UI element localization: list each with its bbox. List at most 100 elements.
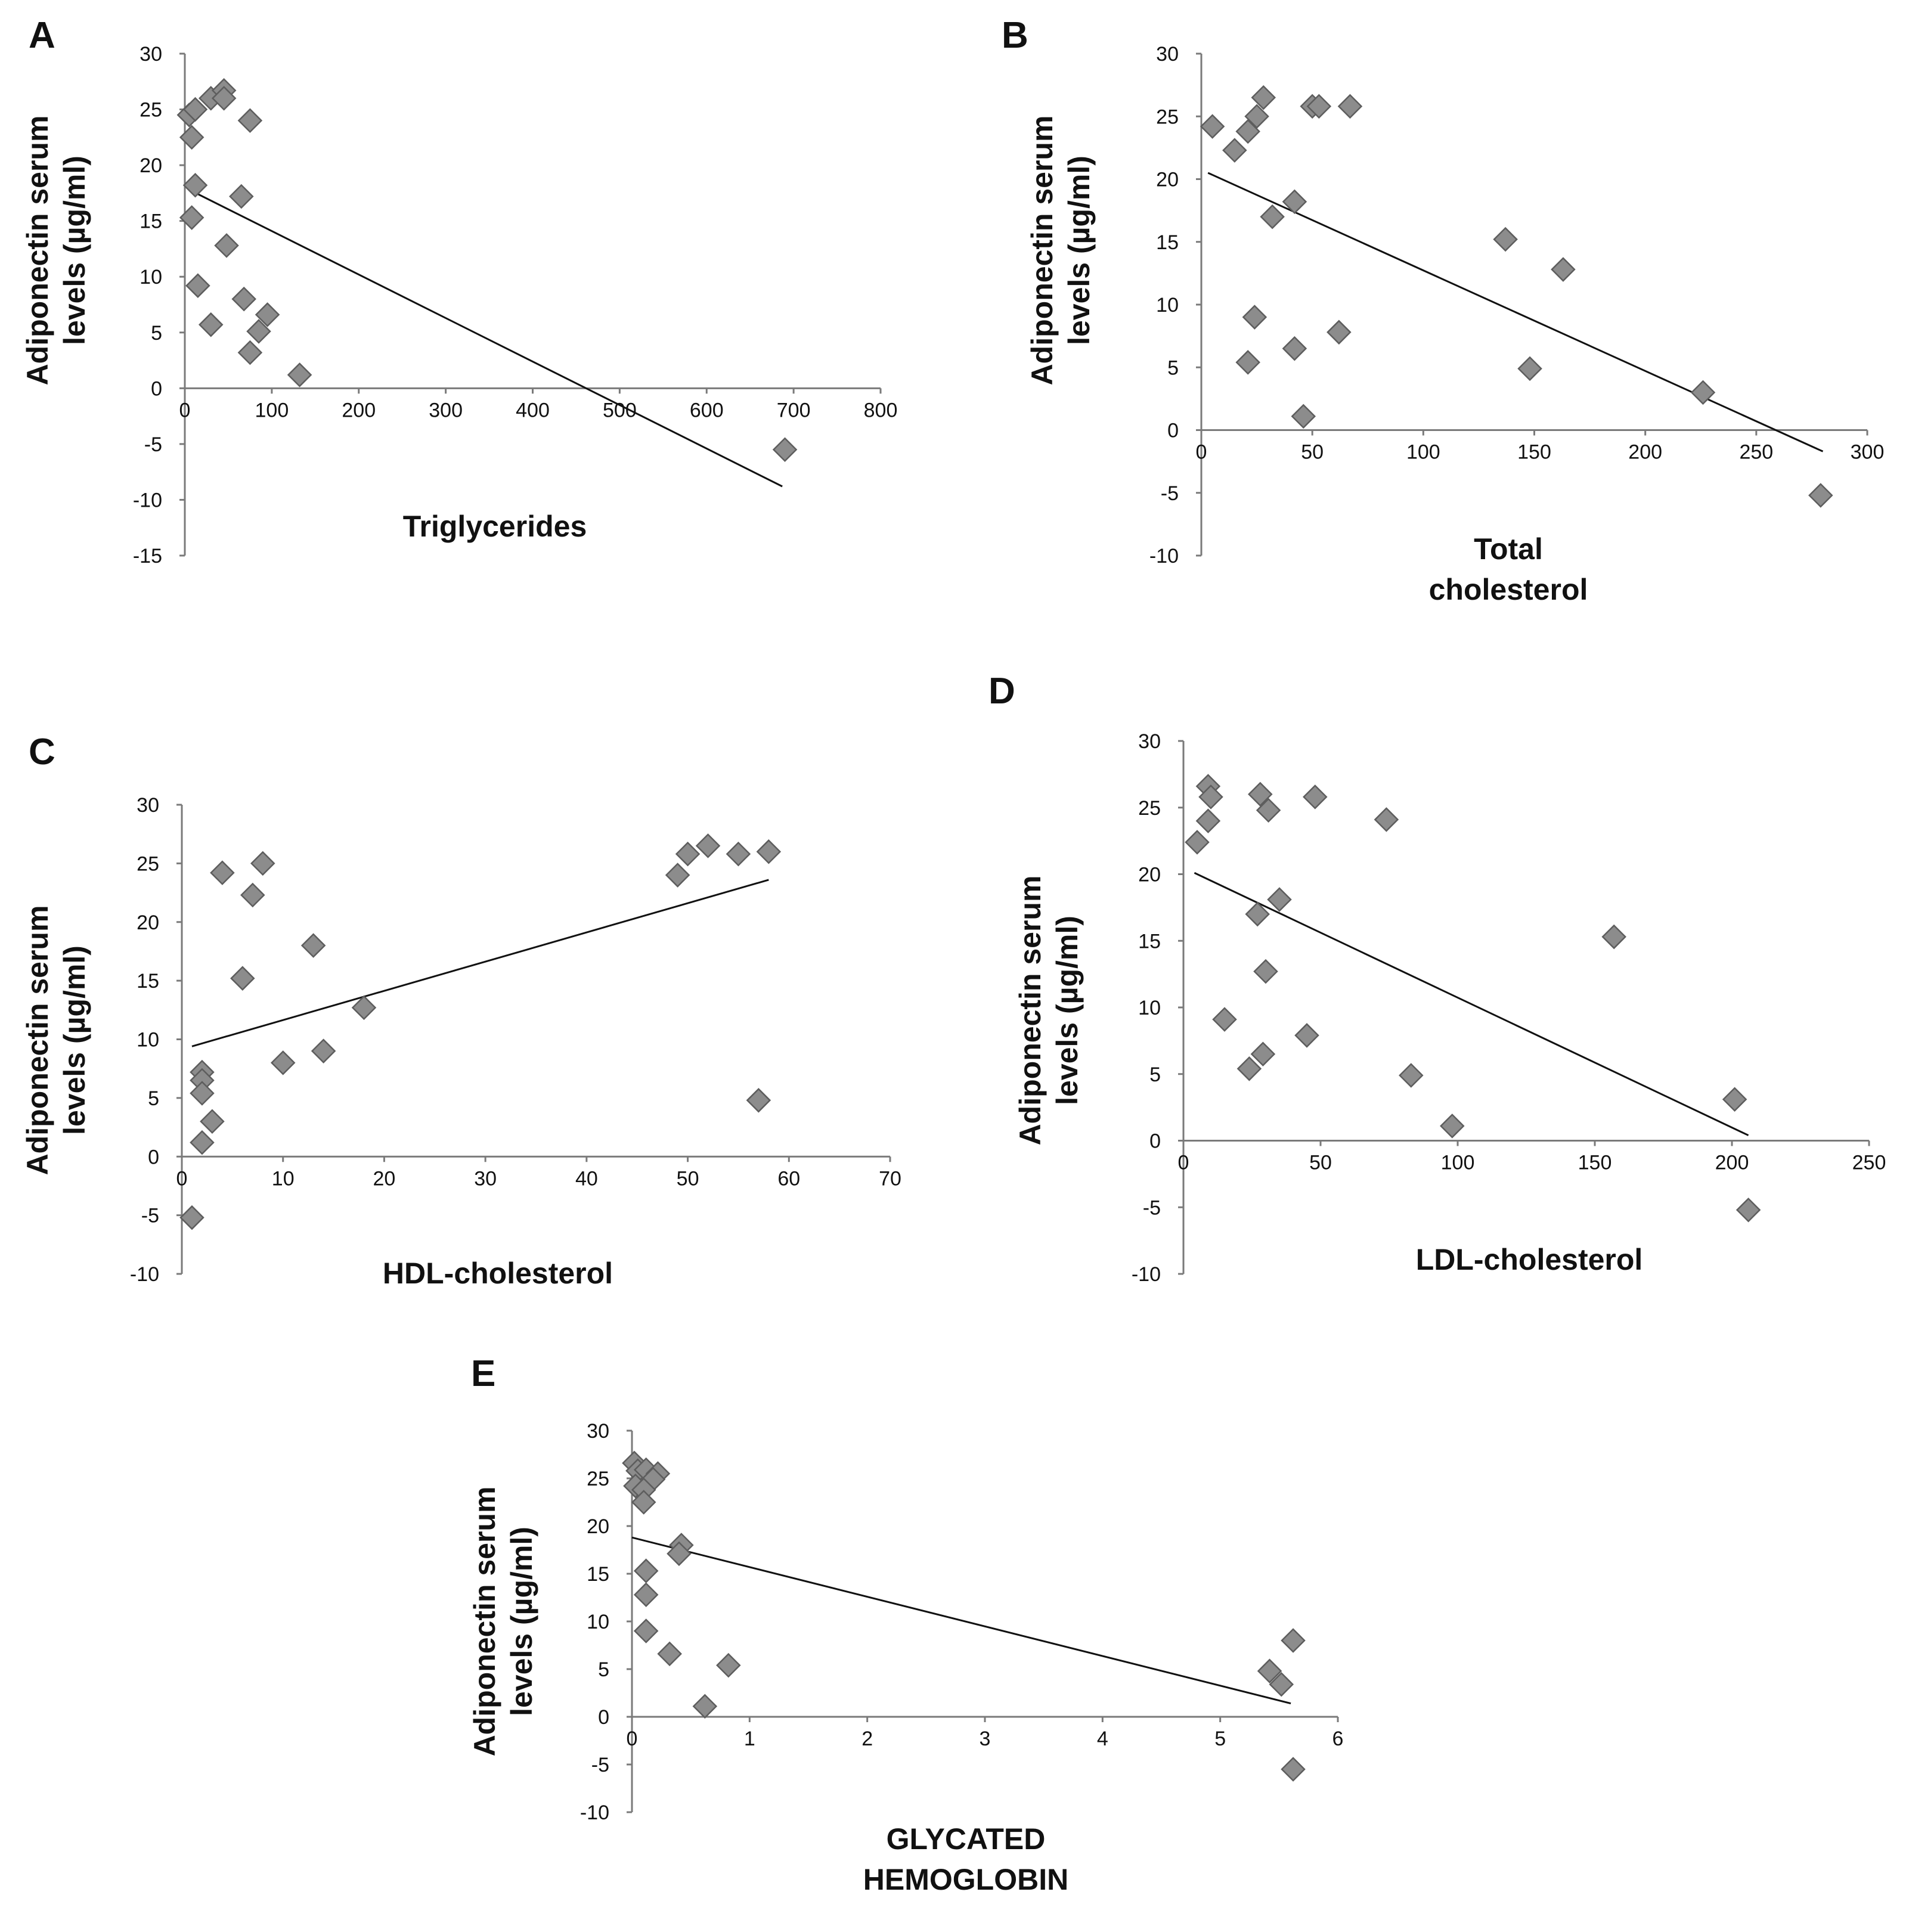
x-tick-label: 6: [1332, 1728, 1344, 1750]
x-axis-title: LDL-cholesterol: [1416, 1243, 1643, 1276]
data-point: [1245, 901, 1270, 927]
data-point: [287, 362, 312, 387]
y-tick-label: -5: [591, 1754, 609, 1776]
y-axis-title-line: levels (µg/ml): [505, 1527, 538, 1716]
y-tick-label: 5: [1149, 1063, 1161, 1086]
data-point: [1251, 85, 1276, 110]
data-point: [1808, 483, 1833, 508]
data-point: [1253, 959, 1278, 984]
data-point: [1244, 104, 1269, 129]
data-point: [1236, 1056, 1262, 1081]
data-point: [190, 1130, 215, 1155]
x-axis-title-line: cholesterol: [1429, 573, 1588, 606]
y-tick-label: 0: [1149, 1130, 1161, 1153]
data-point: [1601, 924, 1626, 950]
data-point: [675, 841, 701, 867]
panel-c-scatter-hdl-cholesterol: C -10 -5 0 5 10 15 20 25 30 0 10 20 30 40 50 60 70 Adipone…: [21, 731, 901, 1290]
y-tick-label: 5: [148, 1087, 159, 1110]
x-axis-title: HDL-cholesterol: [383, 1257, 613, 1290]
y-tick-label: 15: [587, 1563, 609, 1586]
x-axis-title-line: LDL-cholesterol: [1416, 1243, 1643, 1276]
y-tick-label: 5: [598, 1658, 609, 1681]
y-tick-label: -5: [141, 1205, 159, 1227]
panel-label: A: [29, 15, 55, 56]
data-point: [179, 125, 204, 150]
data-point: [1248, 782, 1273, 807]
data-point: [1281, 1628, 1306, 1653]
y-tick-label: 10: [1138, 997, 1161, 1019]
data-point: [1282, 336, 1307, 361]
x-tick-label: 100: [255, 399, 289, 421]
x-axis-title: Total cholesterol: [1429, 532, 1588, 606]
data-point: [311, 1038, 336, 1063]
y-tick-label: -10: [130, 1263, 159, 1286]
data-point: [229, 184, 254, 209]
data-point: [1242, 305, 1267, 330]
y-axis-title: Adiponectin serum levels (µg/ml): [1025, 116, 1096, 386]
y-axis-title: Adiponectin serum levels (µg/ml): [21, 116, 91, 386]
y-tick-label: -5: [1161, 482, 1179, 505]
data-point: [1374, 807, 1399, 832]
data-point: [250, 851, 275, 876]
y-axis-title-line: Adiponectin serum: [1025, 116, 1059, 386]
data-point: [198, 312, 224, 337]
y-tick-label: 0: [1167, 420, 1179, 442]
y-axis-title-line: Adiponectin serum: [1014, 876, 1047, 1146]
panel-e-scatter-glycated-hemoglobin: E -10 -5 0 5 10 15 20 25 30 0 1 2 3 4 5 6 Adiponectin ser…: [468, 1353, 1343, 1896]
data-point: [1294, 1023, 1319, 1048]
data-point: [255, 302, 280, 327]
x-tick-label: 50: [1309, 1152, 1332, 1174]
data-point: [1195, 808, 1221, 833]
x-tick-label: 70: [879, 1167, 901, 1190]
data-point: [179, 205, 204, 230]
data-point: [240, 882, 265, 908]
x-tick-label: 0: [1196, 441, 1207, 464]
y-axis-title-line: levels (µg/ml): [1062, 156, 1096, 345]
y-tick-label: 15: [140, 210, 162, 233]
data-point: [726, 841, 751, 867]
data-point: [270, 1050, 296, 1075]
data-point: [237, 340, 263, 365]
data-point: [211, 86, 237, 111]
x-tick-label: 30: [474, 1167, 497, 1190]
trendline: [1207, 172, 1824, 452]
data-point: [756, 839, 782, 864]
x-tick-label: 0: [176, 1167, 188, 1190]
data-point: [1222, 138, 1247, 163]
data-point: [631, 1490, 656, 1515]
x-axis-title-line: Total: [1474, 532, 1543, 566]
x-tick-label: 50: [1301, 441, 1324, 464]
data-point: [1212, 1007, 1237, 1032]
data-point: [1250, 1041, 1276, 1066]
x-tick-label: 100: [1441, 1152, 1475, 1174]
data-point: [1185, 830, 1210, 855]
y-tick-label: -10: [1149, 545, 1179, 567]
x-tick-label: 250: [1852, 1152, 1886, 1174]
x-tick-label: 200: [1715, 1152, 1749, 1174]
y-tick-label: 20: [1156, 169, 1179, 191]
x-tick-label: 60: [777, 1167, 800, 1190]
data-point: [246, 319, 271, 344]
x-tick-label: 700: [777, 399, 811, 421]
y-axis-title: Adiponectin serum levels (µg/ml): [21, 905, 91, 1176]
y-axis-title-line: Adiponectin serum: [21, 905, 54, 1176]
x-tick-label: 1: [744, 1728, 755, 1750]
y-tick-label: 30: [140, 43, 162, 66]
y-tick-label: -15: [133, 545, 162, 567]
x-tick-label: 100: [1406, 441, 1440, 464]
data-point: [1200, 114, 1225, 139]
y-tick-label: 0: [148, 1146, 159, 1168]
data-point: [1736, 1197, 1761, 1223]
y-tick-label: 25: [140, 99, 162, 122]
x-axis-title-line: GLYCATED: [887, 1822, 1046, 1856]
data-point: [1281, 1757, 1306, 1782]
data-point: [1517, 356, 1542, 382]
y-tick-label: 0: [151, 377, 162, 400]
y-tick-label: -5: [144, 433, 162, 456]
x-axis-title: GLYCATED HEMOGLOBIN: [863, 1822, 1068, 1896]
data-point: [772, 437, 798, 463]
data-point: [214, 233, 239, 258]
y-tick-label: -10: [580, 1801, 609, 1824]
x-axis-title-line: HDL-cholesterol: [383, 1257, 613, 1290]
y-axis-title-line: levels (µg/ml): [58, 945, 91, 1135]
